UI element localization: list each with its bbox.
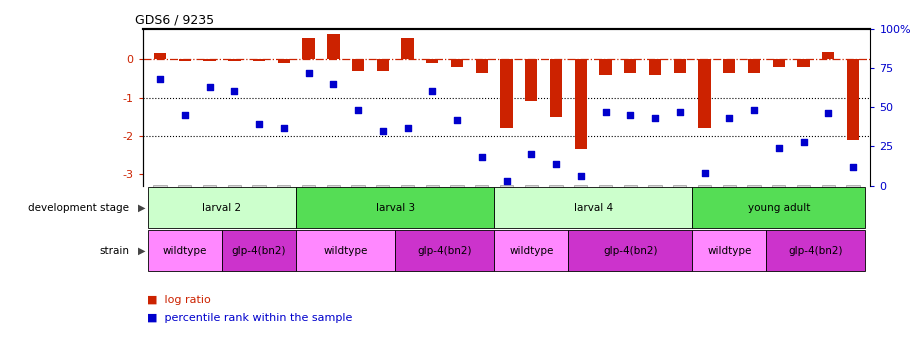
Point [796, 139, 810, 145]
Point [647, 115, 662, 121]
Point [747, 107, 762, 113]
Text: glp-4(bn2): glp-4(bn2) [417, 246, 472, 256]
Bar [204, 59, 216, 61]
Bar [673, 59, 686, 72]
Bar [222, 230, 297, 271]
Text: development stage: development stage [28, 203, 129, 213]
Bar [451, 59, 463, 67]
Bar [302, 38, 315, 59]
Text: larval 4: larval 4 [574, 203, 612, 213]
Bar [575, 59, 587, 149]
Text: wildtype: wildtype [707, 246, 752, 256]
Point [153, 76, 168, 82]
Bar [475, 59, 488, 72]
Bar [822, 51, 834, 59]
Point [351, 107, 366, 113]
Point [474, 155, 489, 160]
Point [301, 70, 316, 75]
Bar [773, 59, 785, 67]
Point [227, 89, 241, 94]
Text: wildtype: wildtype [323, 246, 367, 256]
Bar [327, 34, 340, 59]
Text: larval 3: larval 3 [376, 203, 414, 213]
Bar [297, 230, 395, 271]
Point [401, 125, 415, 130]
Bar [297, 187, 495, 228]
Bar [147, 187, 297, 228]
Point [326, 81, 341, 86]
Bar [147, 230, 222, 271]
Point [772, 145, 787, 151]
Text: strain: strain [99, 246, 129, 256]
Point [672, 109, 687, 115]
Point [376, 128, 391, 134]
Point [623, 112, 637, 118]
Text: wildtype: wildtype [163, 246, 207, 256]
Bar [154, 54, 167, 59]
Point [499, 178, 514, 184]
Bar [649, 59, 661, 75]
Bar [495, 187, 693, 228]
Bar [846, 59, 859, 140]
Text: ■  log ratio: ■ log ratio [147, 295, 211, 305]
Point [598, 109, 612, 115]
Bar [395, 230, 495, 271]
Bar [693, 187, 866, 228]
Text: glp-4(bn2): glp-4(bn2) [788, 246, 843, 256]
Bar [426, 59, 438, 63]
Point [524, 151, 539, 157]
Point [178, 112, 192, 118]
Bar [624, 59, 636, 72]
Point [574, 174, 589, 179]
Point [549, 161, 564, 166]
Text: young adult: young adult [748, 203, 810, 213]
Bar [693, 230, 766, 271]
Text: glp-4(bn2): glp-4(bn2) [232, 246, 286, 256]
Bar [698, 59, 711, 128]
Bar [253, 59, 265, 61]
Bar [402, 38, 414, 59]
Text: glp-4(bn2): glp-4(bn2) [603, 246, 658, 256]
Text: ▶: ▶ [138, 203, 146, 213]
Bar [766, 230, 866, 271]
Point [821, 111, 835, 116]
Point [276, 125, 291, 130]
Bar [525, 59, 538, 101]
Bar [377, 59, 389, 71]
Text: ■  percentile rank within the sample: ■ percentile rank within the sample [147, 313, 353, 323]
Bar [352, 59, 364, 71]
Bar [500, 59, 513, 128]
Point [845, 164, 860, 170]
Text: larval 2: larval 2 [203, 203, 241, 213]
Bar [723, 59, 736, 72]
Bar [748, 59, 760, 72]
Bar [277, 59, 290, 63]
Point [251, 121, 266, 127]
Text: GDS6 / 9235: GDS6 / 9235 [135, 13, 215, 26]
Bar [550, 59, 562, 117]
Point [449, 117, 464, 122]
Bar [568, 230, 693, 271]
Bar [495, 230, 568, 271]
Point [203, 84, 217, 90]
Bar [600, 59, 612, 75]
Bar [179, 59, 191, 61]
Bar [228, 59, 240, 61]
Point [697, 170, 712, 176]
Point [425, 89, 439, 94]
Text: wildtype: wildtype [509, 246, 554, 256]
Bar [798, 59, 810, 67]
Point [722, 115, 737, 121]
Text: ▶: ▶ [138, 246, 146, 256]
